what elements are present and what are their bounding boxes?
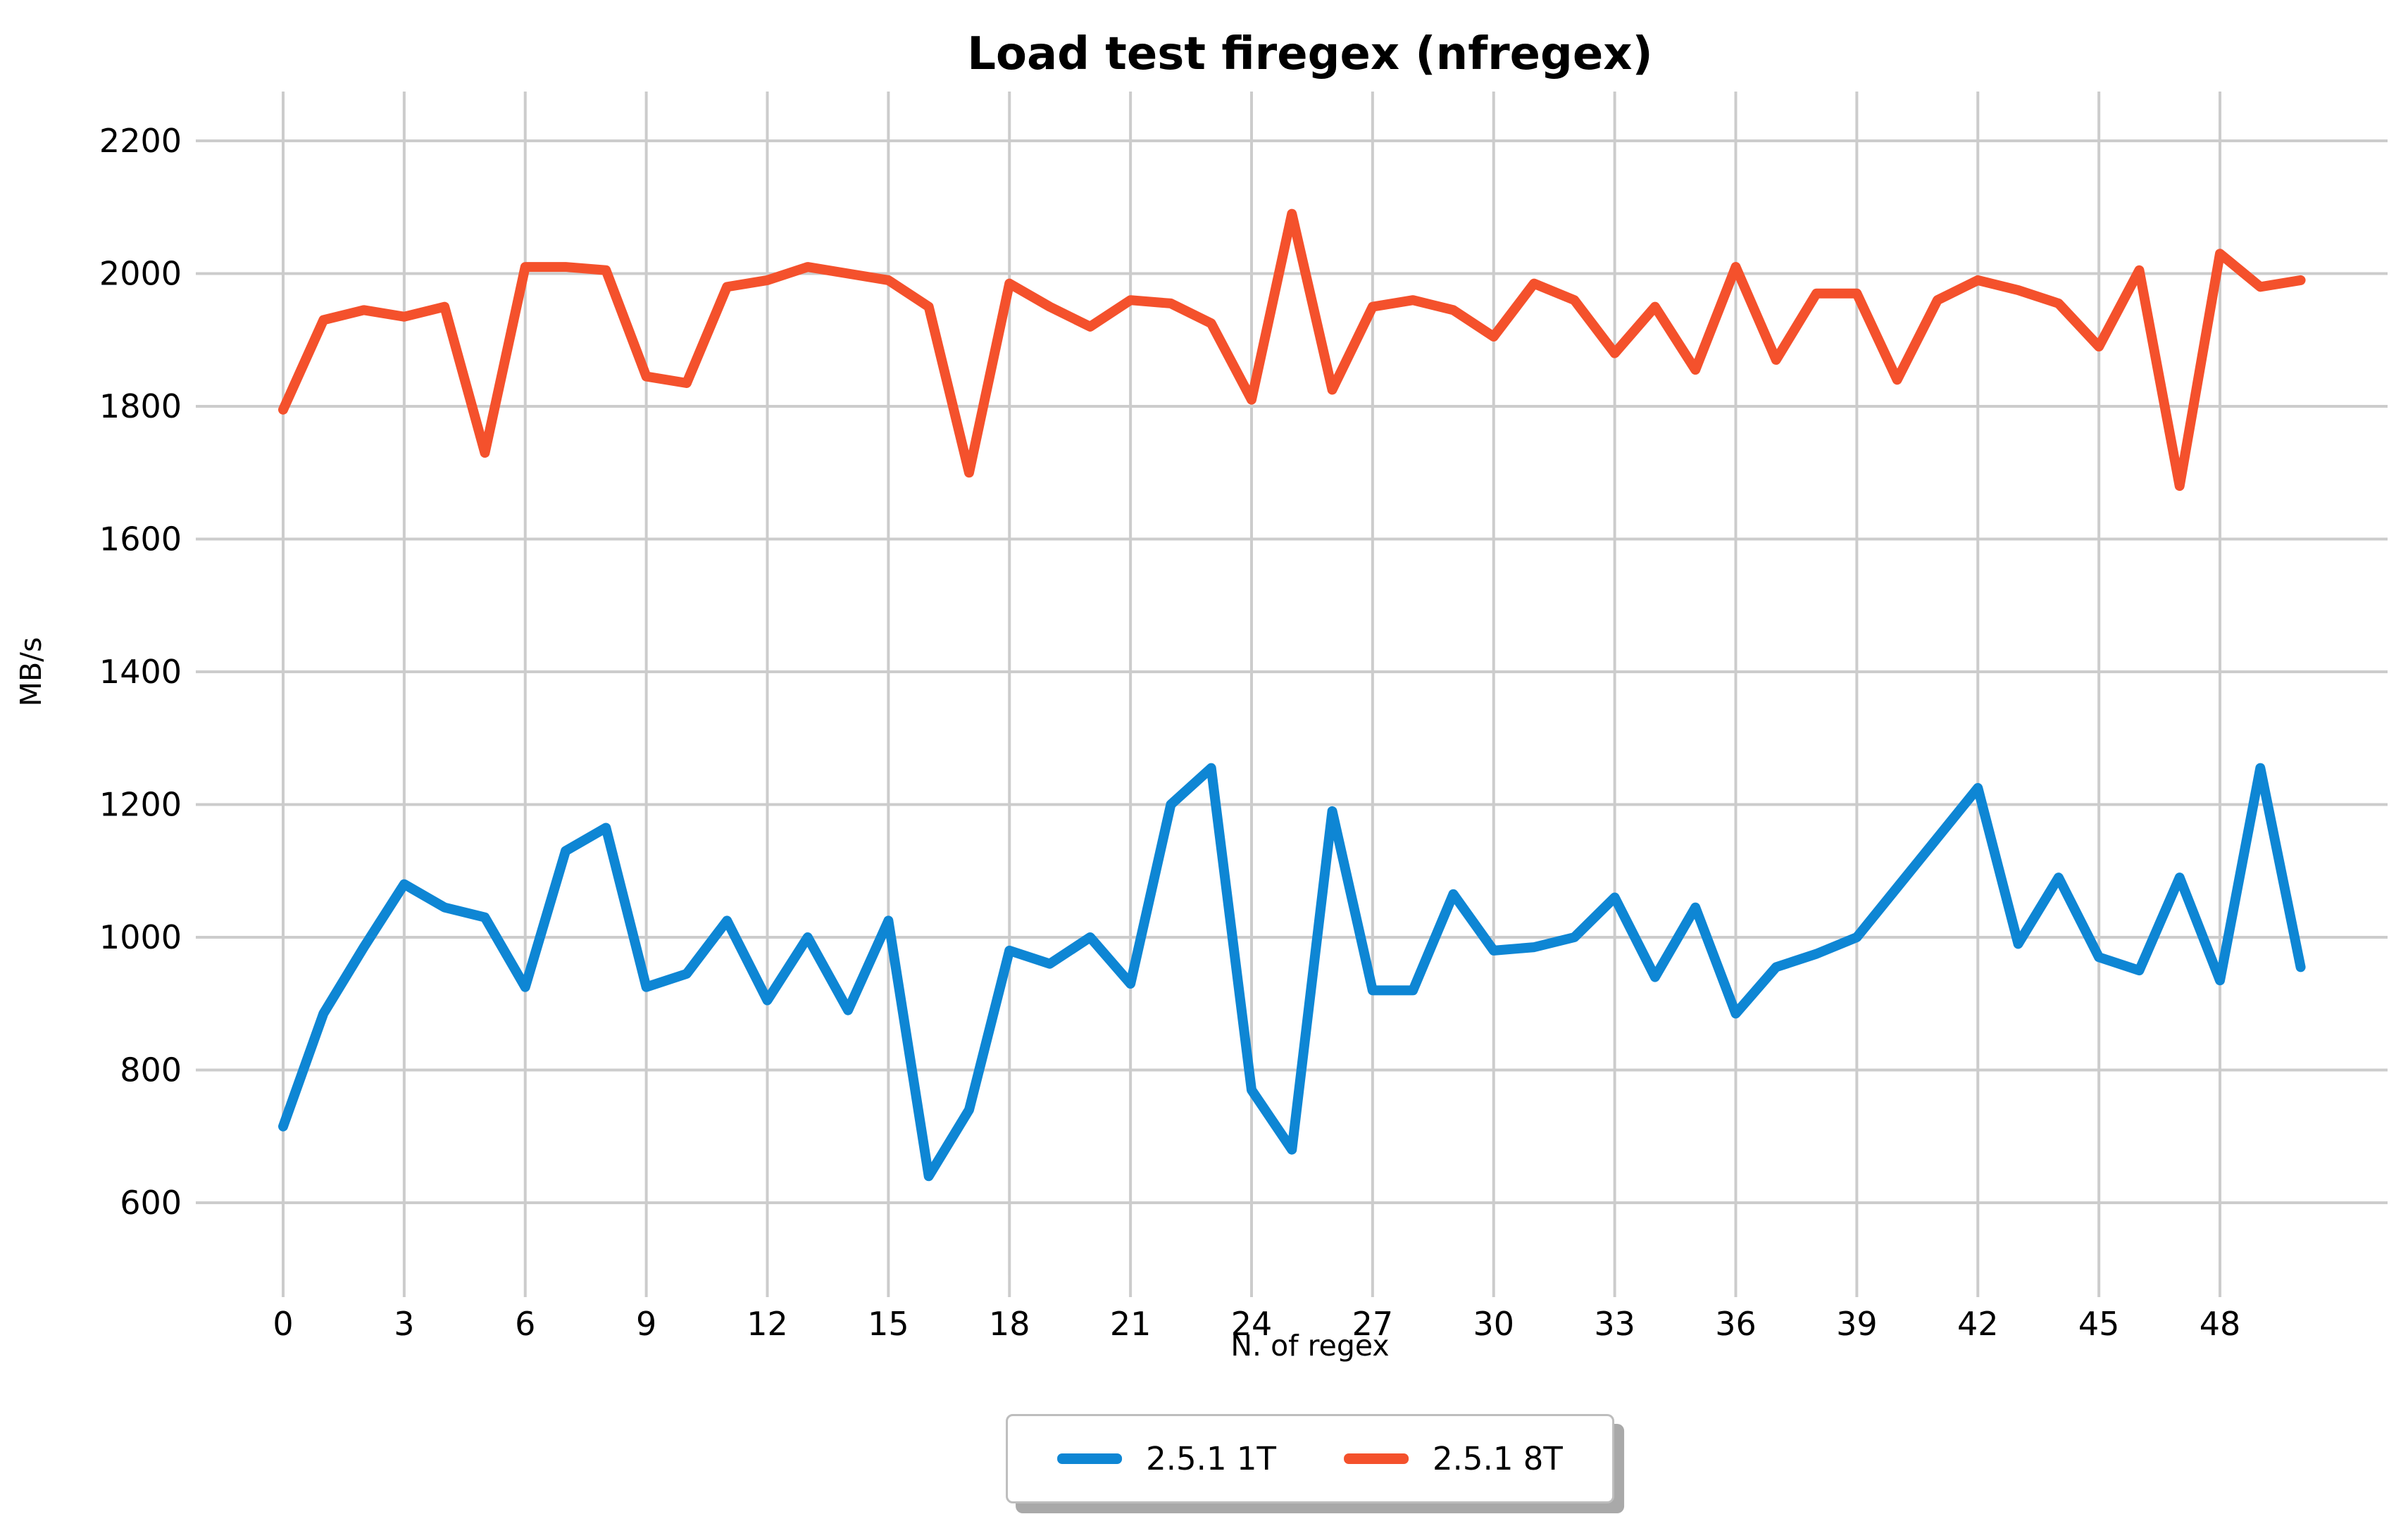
- legend-item-1: 2.5.1 8T: [1344, 1443, 1563, 1475]
- x-axis-ticks: [282, 1275, 2222, 1297]
- x-tick-label: 36: [1715, 1305, 1757, 1343]
- legend-box: 2.5.1 1T 2.5.1 8T: [1006, 1414, 1614, 1503]
- x-tick-label: 24: [1231, 1305, 1273, 1343]
- y-axis-ticks: [196, 139, 218, 1204]
- x-tick-label: 33: [1594, 1305, 1635, 1343]
- x-tick-label: 39: [1836, 1305, 1878, 1343]
- y-tick-label: 800: [120, 1051, 182, 1089]
- x-tick-label: 27: [1352, 1305, 1394, 1343]
- y-tick-label: 1800: [99, 387, 182, 425]
- y-tick-label: 1400: [99, 653, 182, 691]
- x-axis-label: N. of regex: [1230, 1329, 1389, 1363]
- legend-label-1: 2.5.1 8T: [1433, 1440, 1563, 1477]
- x-tick-label: 15: [868, 1305, 909, 1343]
- y-tick-label: 1200: [99, 786, 182, 824]
- legend-item-0: 2.5.1 1T: [1057, 1443, 1276, 1475]
- x-tick-labels: 0 3 6 9 12 15 18 21 24 27 30 33 36 39 42 45 48: [273, 1305, 2240, 1343]
- legend-swatch-1: [1344, 1453, 1409, 1464]
- series-line-1: [278, 208, 2306, 492]
- x-tick-label: 18: [989, 1305, 1030, 1343]
- y-tick-labels: 600 800 1000 1200 1400 1600 1800 2000 2200: [99, 122, 182, 1222]
- x-tick-label: 30: [1473, 1305, 1514, 1343]
- x-tick-label: 3: [394, 1305, 414, 1343]
- x-tick-label: 21: [1110, 1305, 1152, 1343]
- y-tick-label: 600: [120, 1184, 182, 1222]
- y-tick-label: 2000: [99, 255, 182, 293]
- chart-title: Load test firegex (nfregex): [967, 28, 1653, 80]
- x-tick-label: 6: [515, 1305, 535, 1343]
- data-series-lines: [278, 208, 2306, 1182]
- x-tick-label: 48: [2200, 1305, 2241, 1343]
- legend-swatch-0: [1057, 1453, 1123, 1464]
- x-tick-label: 0: [273, 1305, 293, 1343]
- horizontal-gridlines: [218, 139, 2388, 1204]
- y-tick-label: 1000: [99, 918, 182, 956]
- series-line-0: [278, 763, 2306, 1182]
- y-axis-label: MB/s: [14, 637, 48, 707]
- x-tick-label: 9: [636, 1305, 656, 1343]
- x-tick-label: 12: [747, 1305, 788, 1343]
- legend-label-0: 2.5.1 1T: [1146, 1440, 1276, 1477]
- y-tick-label: 1600: [99, 520, 182, 558]
- y-tick-label: 2200: [99, 122, 182, 160]
- x-tick-label: 42: [1957, 1305, 1999, 1343]
- x-tick-label: 45: [2078, 1305, 2120, 1343]
